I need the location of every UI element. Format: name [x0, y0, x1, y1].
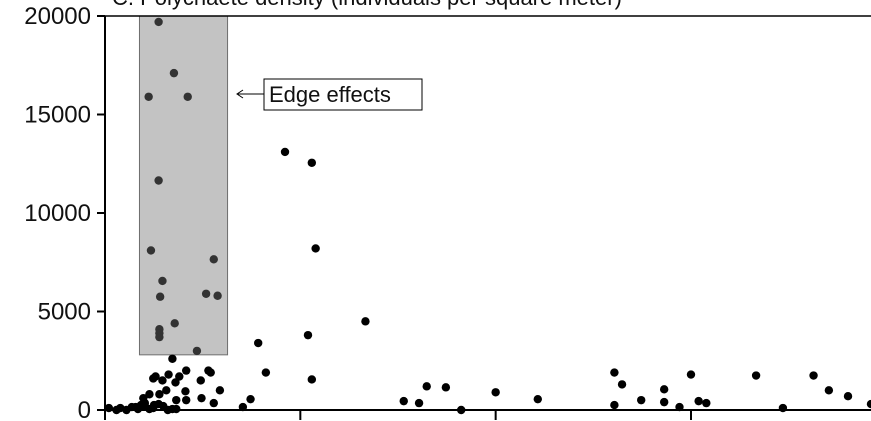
data-point [213, 291, 222, 300]
y-tick-label: 20000 [24, 3, 91, 30]
y-ticks: 0 5000 10000 15000 20000 [24, 3, 105, 421]
data-point [261, 368, 271, 377]
data-point [307, 375, 317, 384]
data-point [843, 392, 853, 401]
data-point [162, 386, 171, 395]
data-point [307, 158, 317, 167]
data-point [181, 387, 190, 396]
annotation-label: Edge effects [269, 82, 391, 107]
data-point [181, 395, 191, 405]
data-point [144, 92, 153, 101]
data-point [533, 394, 542, 404]
data-point [637, 395, 646, 405]
data-point [610, 400, 619, 410]
data-point [866, 399, 871, 409]
data-point [154, 176, 163, 185]
data-point [422, 382, 431, 391]
annotation-arrowhead [236, 89, 244, 99]
data-point [311, 244, 320, 253]
data-point [158, 276, 167, 286]
data-point [414, 398, 424, 408]
data-point [169, 68, 179, 78]
data-point [751, 371, 761, 380]
data-point [192, 346, 202, 356]
data-point [246, 394, 255, 404]
data-point [361, 317, 370, 326]
data-point [172, 395, 181, 405]
data-point [146, 246, 156, 255]
data-point [201, 289, 211, 298]
data-point [151, 372, 160, 381]
data-point [170, 319, 179, 328]
data-point [183, 92, 192, 101]
data-point [809, 371, 818, 380]
data-point [175, 372, 184, 381]
points-layer [104, 17, 871, 415]
data-point [617, 380, 627, 389]
data-point [155, 332, 164, 342]
data-point [196, 376, 205, 385]
chart-title: C. Polychaete density (individuals per s… [112, 0, 622, 10]
data-point [164, 370, 173, 379]
data-point [209, 398, 218, 408]
data-point [154, 17, 163, 27]
data-point [659, 385, 669, 394]
data-point [181, 366, 191, 375]
data-point [659, 397, 669, 407]
data-point [280, 147, 290, 157]
data-point [824, 386, 834, 395]
data-point [206, 368, 215, 377]
data-point [702, 398, 711, 408]
data-point [686, 370, 696, 379]
y-tick-label: 15000 [24, 102, 91, 129]
data-point [694, 396, 703, 406]
data-point [254, 338, 263, 348]
data-point [168, 354, 177, 363]
data-point [441, 383, 451, 392]
data-point [139, 393, 148, 403]
highlight-region [138, 15, 229, 356]
y-tick-label: 5000 [38, 299, 91, 326]
data-point [155, 292, 165, 301]
data-point [145, 390, 154, 399]
data-point [209, 255, 218, 264]
data-point [399, 396, 408, 406]
x-ticks [104, 410, 692, 420]
y-tick-label: 10000 [24, 200, 91, 227]
annotation-box [263, 78, 423, 111]
data-point [155, 390, 164, 399]
data-point [610, 368, 619, 377]
data-point [197, 393, 206, 403]
data-point [303, 330, 313, 340]
data-point [158, 376, 167, 385]
data-point [491, 388, 500, 397]
data-point [215, 386, 225, 395]
edge-effects-annotation: Edge effects [236, 78, 423, 111]
y-tick-label: 0 [78, 397, 91, 421]
